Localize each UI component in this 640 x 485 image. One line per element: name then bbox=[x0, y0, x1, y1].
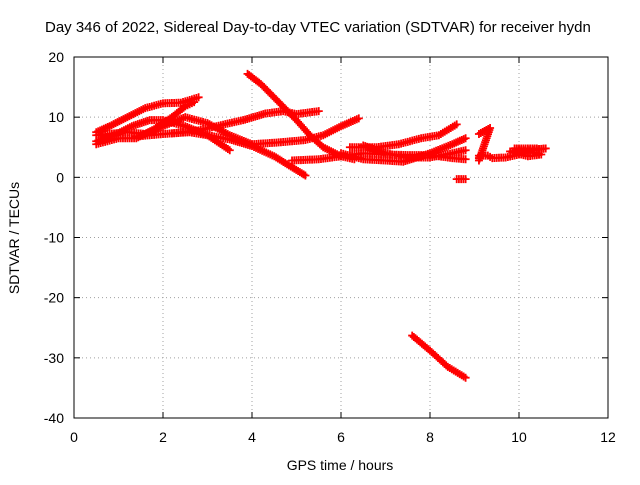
data-layer bbox=[92, 69, 550, 382]
x-tick-label: 8 bbox=[426, 429, 434, 445]
data-point-marker bbox=[225, 146, 234, 155]
y-tick-label: 10 bbox=[48, 109, 64, 125]
y-tick-label: 0 bbox=[56, 169, 64, 185]
data-point-marker bbox=[461, 146, 470, 155]
x-axis-label: GPS time / hours bbox=[287, 457, 394, 473]
data-point-marker bbox=[354, 114, 363, 123]
grid-layer bbox=[74, 57, 608, 418]
x-tick-label: 6 bbox=[337, 429, 345, 445]
y-tick-label: 20 bbox=[48, 49, 64, 65]
data-point-marker bbox=[461, 155, 470, 164]
y-tick-label: -30 bbox=[44, 350, 64, 366]
data-point-marker bbox=[461, 175, 470, 184]
data-point-marker bbox=[532, 144, 541, 153]
x-tick-label: 12 bbox=[600, 429, 616, 445]
y-tick-label: -20 bbox=[44, 290, 64, 306]
data-point-marker bbox=[190, 98, 199, 107]
y-tick-label: -40 bbox=[44, 410, 64, 426]
x-tick-label: 4 bbox=[248, 429, 256, 445]
chart-title: Day 346 of 2022, Sidereal Day-to-day VTE… bbox=[45, 19, 591, 36]
data-point-marker bbox=[461, 134, 470, 143]
y-axis-label: SDTVAR / TECUs bbox=[6, 182, 22, 294]
data-point-marker bbox=[301, 171, 310, 180]
data-point-marker bbox=[461, 373, 470, 382]
x-tick-label: 10 bbox=[511, 429, 527, 445]
x-tick-label: 0 bbox=[70, 429, 78, 445]
data-point-marker bbox=[314, 107, 323, 116]
x-tick-label: 2 bbox=[159, 429, 167, 445]
y-tick-label: -10 bbox=[44, 230, 64, 246]
data-point-marker bbox=[194, 93, 203, 102]
data-point-marker bbox=[452, 120, 461, 129]
tick-layer: 0 2 4 6 8 10 12 -40 -30 -20 -10 0 10 20 bbox=[44, 49, 616, 445]
